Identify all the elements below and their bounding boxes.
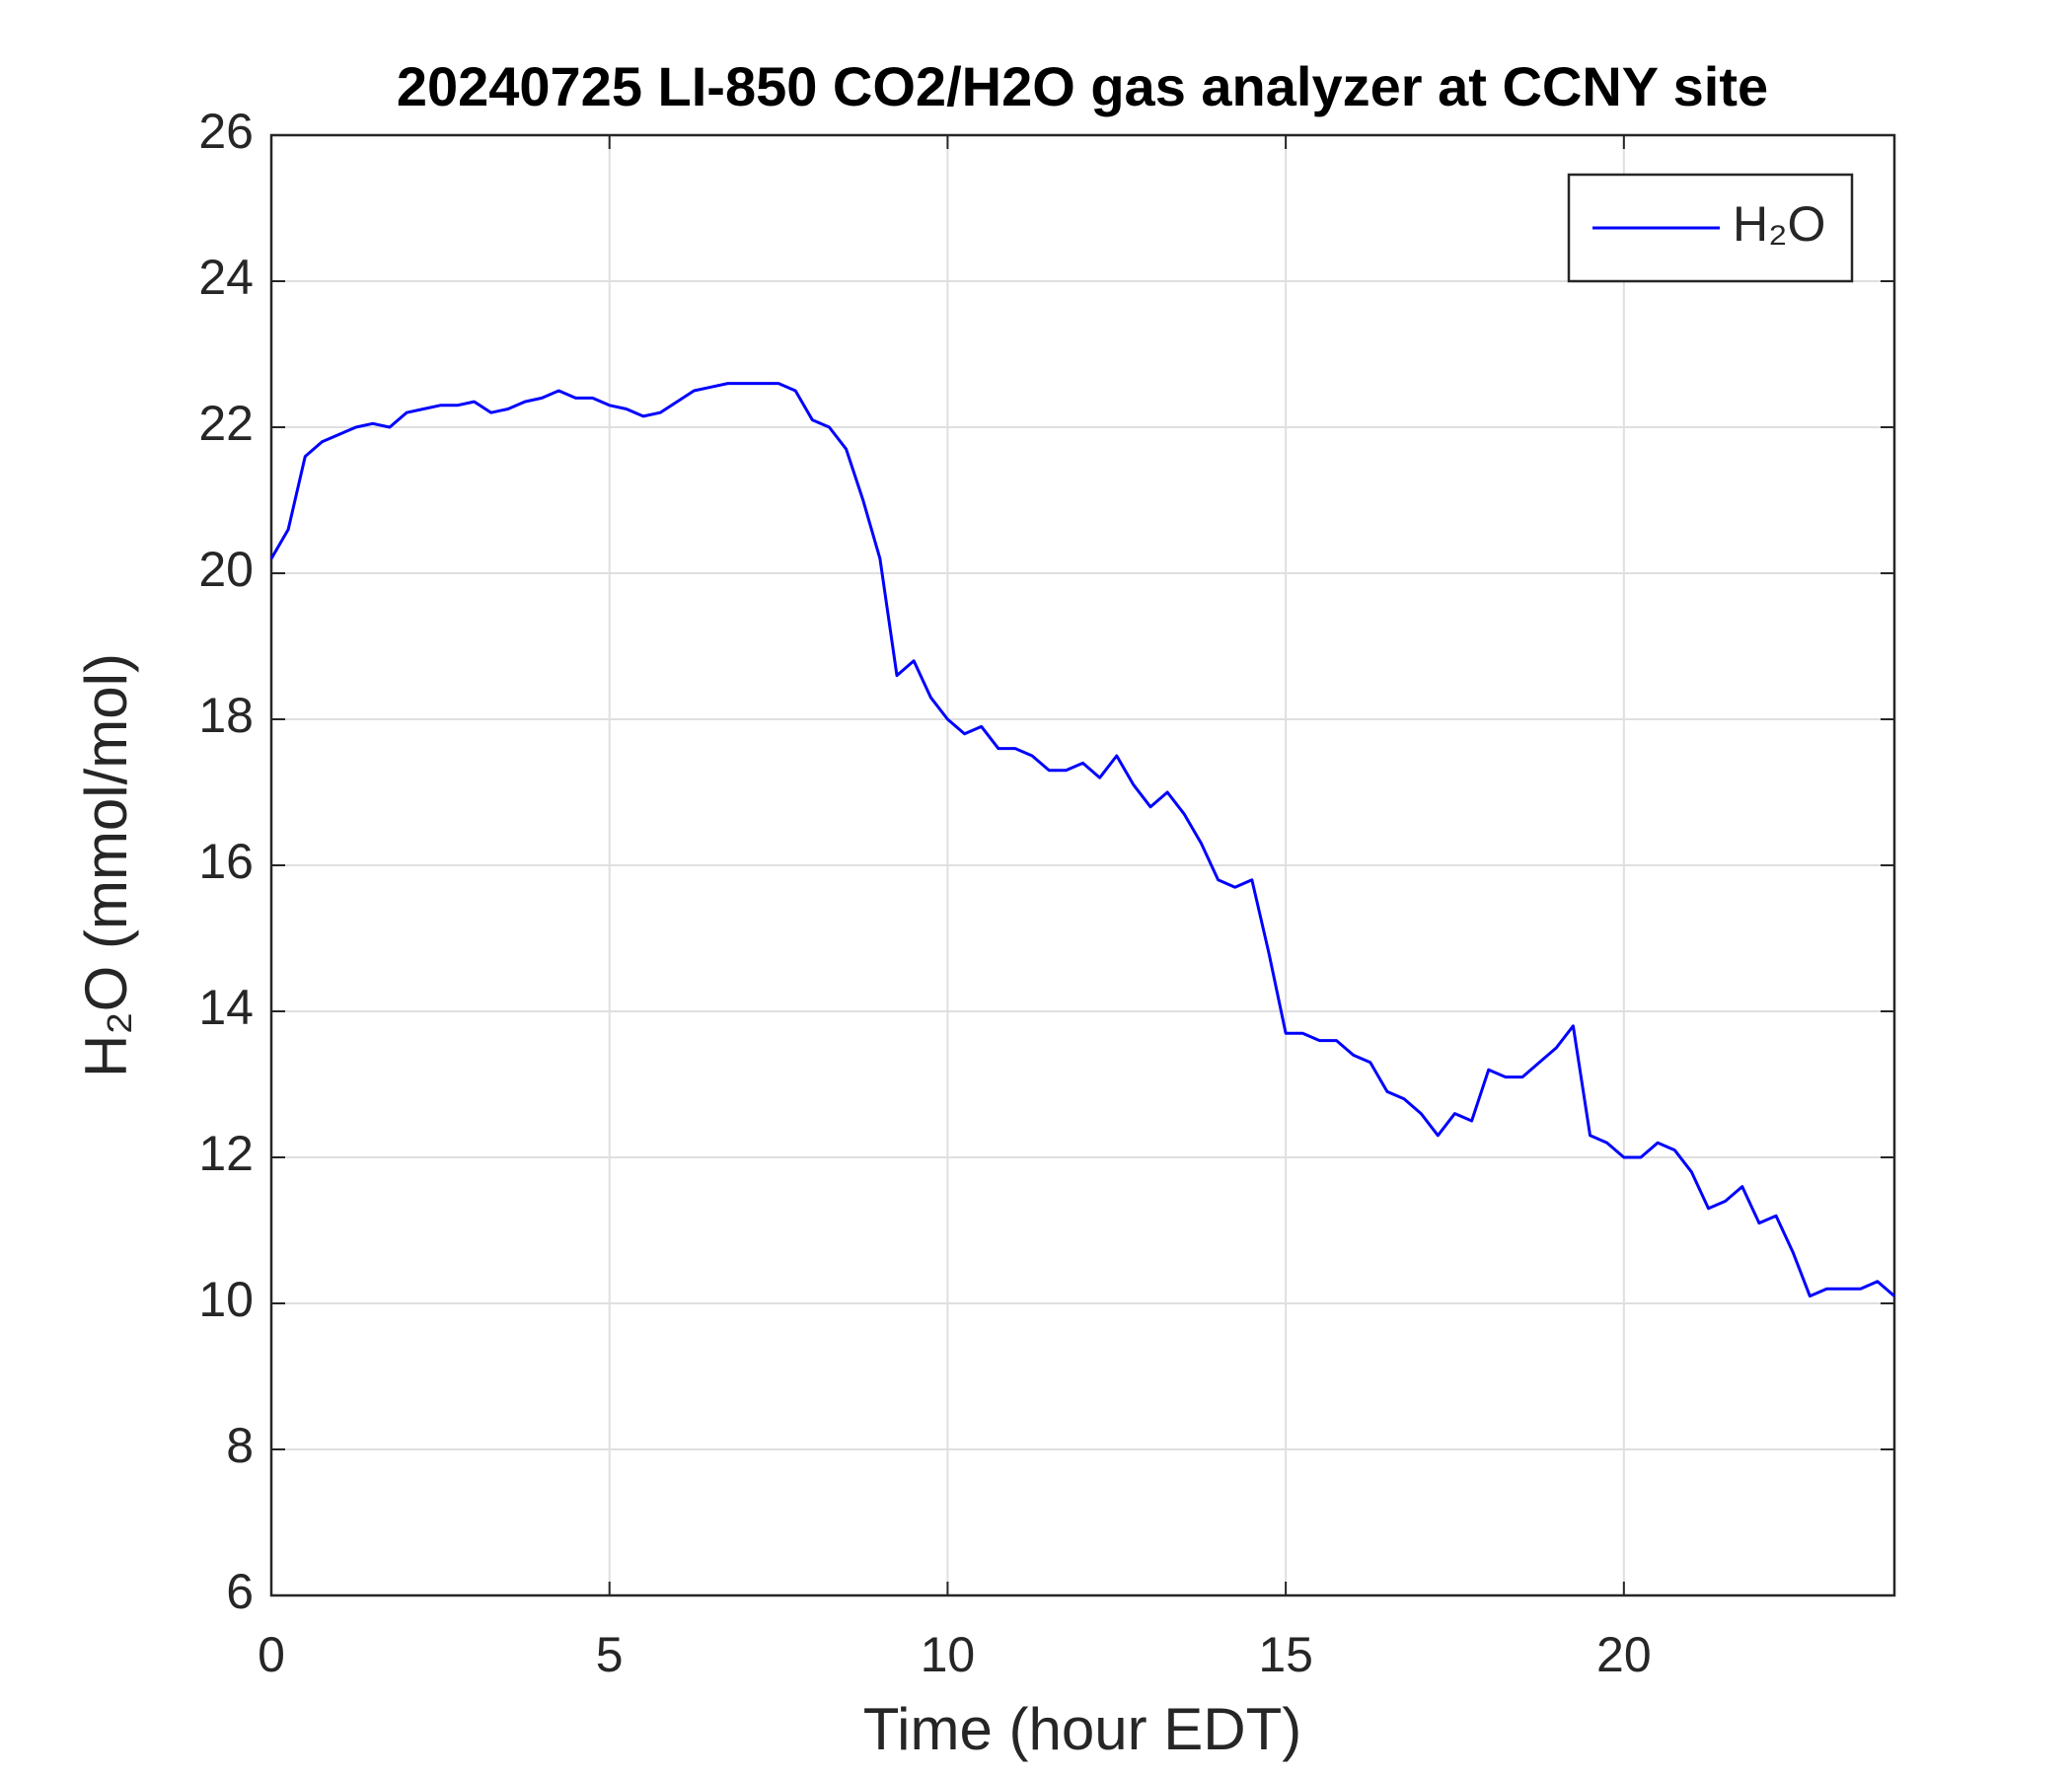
x-tick-label: 0 — [258, 1627, 285, 1682]
y-tick-label: 24 — [198, 250, 254, 305]
plot-frame — [269, 133, 1896, 1597]
x-tick-label: 20 — [1596, 1627, 1652, 1682]
y-tick-label: 26 — [198, 104, 254, 159]
y-tick-label: 12 — [198, 1126, 254, 1181]
y-tick-label: 22 — [198, 396, 254, 451]
y-tick-label: 10 — [198, 1272, 254, 1327]
y-tick-label: 18 — [198, 688, 254, 743]
data-line — [269, 382, 1895, 1298]
y-tick-label: 6 — [226, 1564, 254, 1619]
y-tick-label: 14 — [198, 980, 254, 1035]
x-tick-label: 5 — [596, 1627, 624, 1682]
y-tick-label: 8 — [226, 1418, 254, 1473]
y-axis-label: H₂O (mmol/mol) — [73, 653, 139, 1077]
x-tick-label: 10 — [921, 1627, 976, 1682]
chart-title: 20240725 LI-850 CO2/H2O gas analyzer at … — [397, 55, 1768, 117]
y-tick-label: 16 — [198, 834, 254, 889]
y-tick-label: 20 — [198, 542, 254, 597]
legend-label: H₂O — [1733, 196, 1825, 252]
x-axis-label: Time (hour EDT) — [863, 1696, 1302, 1762]
x-tick-label: 15 — [1258, 1627, 1313, 1682]
